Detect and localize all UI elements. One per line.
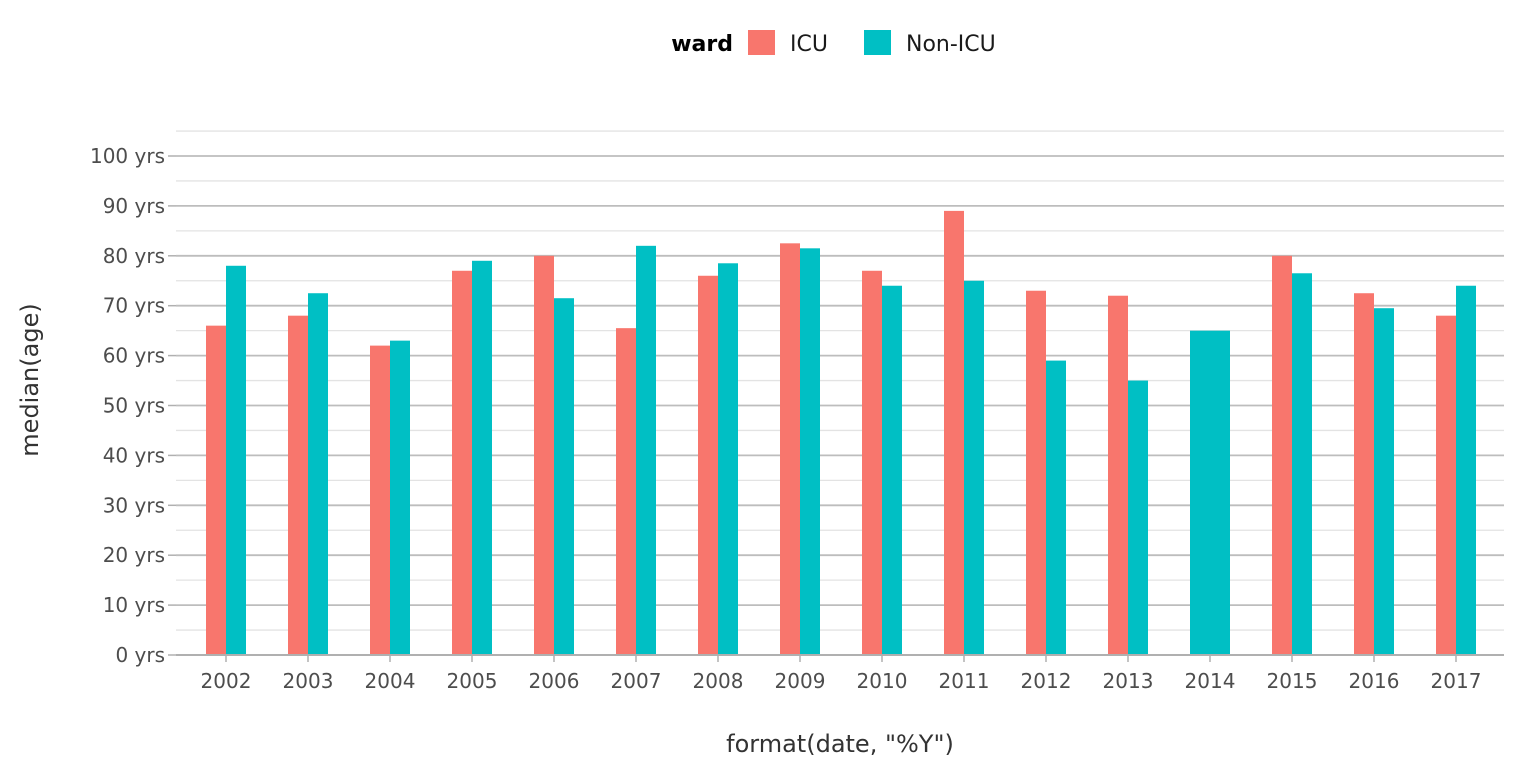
x-tick-labels: 2002 2003 2004 2005 2006 2007 2008 2009 2010 2011…	[201, 669, 1482, 693]
bar-icu	[1026, 290, 1046, 655]
y-tick-label: 100 yrs	[90, 144, 165, 168]
x-tick-label: 2011	[939, 669, 990, 693]
bar-icu	[616, 328, 636, 655]
bar-non-icu	[1456, 285, 1476, 655]
bar-non-icu	[800, 248, 820, 655]
x-tick-label: 2008	[693, 669, 744, 693]
bar-icu	[206, 325, 226, 655]
x-tick-label: 2002	[201, 669, 252, 693]
x-tick-label: 2016	[1349, 669, 1400, 693]
bar-non-icu	[636, 245, 656, 655]
y-tick-label: 50 yrs	[103, 394, 165, 418]
x-tick-label: 2003	[283, 669, 334, 693]
x-tick-label: 2005	[447, 669, 498, 693]
y-tick-label: 40 yrs	[103, 443, 165, 467]
y-tick-label: 80 yrs	[103, 244, 165, 268]
bar-non-icu	[1046, 360, 1066, 655]
bar-icu	[1354, 293, 1374, 655]
bar-non-icu	[472, 260, 492, 655]
bar-non-icu	[308, 293, 328, 655]
x-tick-label: 2013	[1103, 669, 1154, 693]
x-tick-label: 2004	[365, 669, 416, 693]
y-tick-label: 30 yrs	[103, 493, 165, 517]
legend-key-icu	[748, 30, 775, 55]
legend: ward ICU Non-ICU	[671, 30, 996, 57]
x-tick-label: 2017	[1431, 669, 1482, 693]
y-tick-label: 10 yrs	[103, 593, 165, 617]
y-tick-label: 60 yrs	[103, 344, 165, 368]
bar-non-icu	[554, 298, 574, 655]
bar-non-icu	[390, 340, 410, 655]
axes	[168, 155, 1504, 662]
y-tick-labels: 0 yrs 10 yrs 20 yrs 30 yrs 40 yrs 50 yrs 60 yr…	[90, 144, 165, 667]
y-axis-title: median(age)	[16, 303, 44, 456]
bar-icu	[1108, 295, 1128, 655]
bar-non-icu	[882, 285, 902, 655]
bar-non-icu	[1128, 380, 1148, 655]
bar-icu	[698, 275, 718, 655]
bar-non-icu	[718, 263, 738, 655]
bars	[206, 210, 1476, 656]
bar-icu	[288, 315, 308, 655]
x-tick-label: 2010	[857, 669, 908, 693]
x-tick-label: 2007	[611, 669, 662, 693]
y-tick-label: 0 yrs	[115, 643, 165, 667]
legend-key-non-icu	[864, 30, 891, 55]
legend-label-icu: ICU	[790, 32, 828, 57]
legend-title: ward	[671, 32, 733, 57]
legend-label-non-icu: Non-ICU	[906, 32, 996, 57]
y-tick-label: 20 yrs	[103, 543, 165, 567]
x-tick-label: 2009	[775, 669, 826, 693]
bar-icu	[780, 243, 800, 655]
x-tick-label: 2006	[529, 669, 580, 693]
bar-non-icu	[964, 280, 984, 655]
bar-icu	[944, 210, 964, 655]
x-tick-label: 2015	[1267, 669, 1318, 693]
bar-icu	[1436, 315, 1456, 655]
bar-icu	[534, 255, 554, 656]
bar-icu	[1272, 255, 1292, 656]
x-axis-title: format(date, "%Y")	[726, 730, 954, 758]
x-tick-label: 2012	[1021, 669, 1072, 693]
bar-icu	[370, 345, 390, 655]
bar-icu	[862, 270, 882, 655]
bar-non-icu	[1292, 273, 1312, 655]
x-tick-label: 2014	[1185, 669, 1236, 693]
bar-non-icu	[1374, 308, 1394, 655]
bar-icu	[452, 270, 472, 655]
bar-non-icu	[226, 265, 246, 655]
bar-non-icu	[1190, 330, 1230, 655]
y-tick-label: 70 yrs	[103, 294, 165, 318]
y-tick-label: 90 yrs	[103, 194, 165, 218]
